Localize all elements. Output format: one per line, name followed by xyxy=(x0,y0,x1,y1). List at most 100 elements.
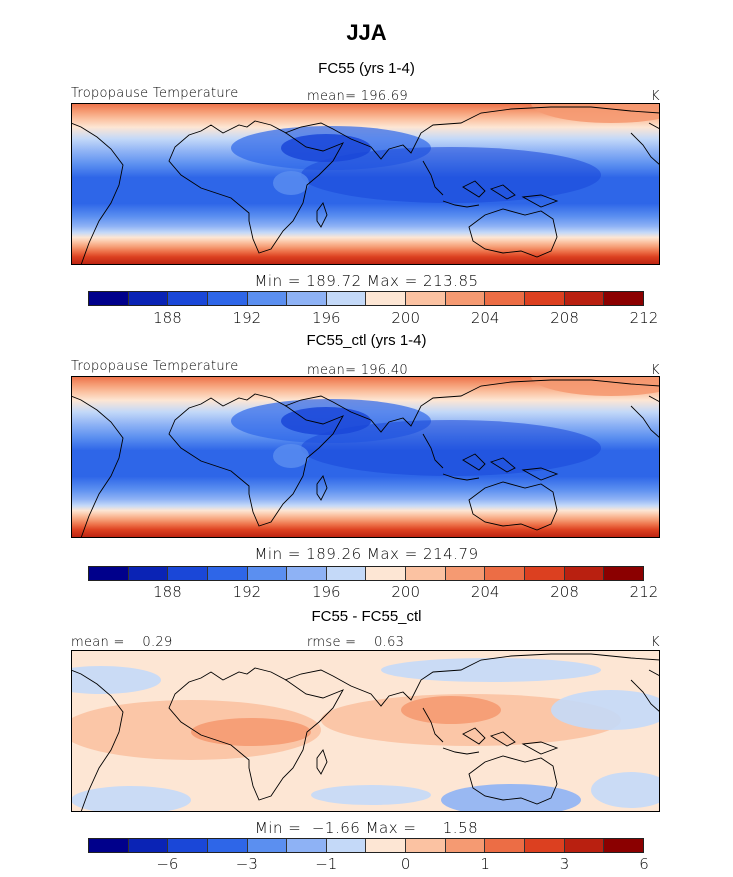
colorbar-swatch xyxy=(287,292,327,305)
colorbar-swatch xyxy=(485,567,526,580)
colorbar-swatch xyxy=(326,292,367,305)
colorbar-swatch xyxy=(128,839,169,852)
colorbar-swatch xyxy=(247,567,288,580)
colorbar-tick-label: 6 xyxy=(639,855,649,873)
map-frame xyxy=(71,103,660,265)
coastline xyxy=(630,679,660,713)
panel-1-units-label: K xyxy=(651,89,660,104)
coastline xyxy=(489,184,516,200)
colorbar-swatch xyxy=(287,567,327,580)
colorbar-swatch xyxy=(366,839,407,852)
coastline xyxy=(422,707,444,743)
colorbar-swatch xyxy=(406,567,446,580)
coastline xyxy=(462,727,486,745)
coastline xyxy=(648,395,660,403)
panel-2-units-label: K xyxy=(651,363,660,378)
colorbar-swatch xyxy=(168,292,208,305)
colorbar-swatch xyxy=(445,839,486,852)
coastline xyxy=(521,467,559,481)
colorbar-tick-label: 192 xyxy=(232,583,262,601)
coastline xyxy=(468,481,558,531)
coastline xyxy=(422,433,444,469)
colorbar-swatch xyxy=(207,292,248,305)
colorbar-swatch xyxy=(564,839,605,852)
warm-anomaly xyxy=(273,171,309,195)
colorbar-tick-label: 188 xyxy=(153,583,182,601)
cold-region xyxy=(301,147,601,203)
anomaly-region xyxy=(551,690,660,730)
colorbar-swatch xyxy=(604,292,643,305)
coastline xyxy=(521,741,559,755)
colorbar-swatch xyxy=(564,567,605,580)
coastline xyxy=(489,457,516,473)
coastline xyxy=(316,202,328,228)
colorbar-swatch xyxy=(525,839,565,852)
coastline xyxy=(489,731,516,747)
map-frame xyxy=(71,376,660,538)
coastline xyxy=(422,160,444,196)
panel-2-map xyxy=(71,376,660,538)
colorbar-tick-label: 204 xyxy=(470,583,500,601)
anomaly-region xyxy=(311,785,431,805)
coastline xyxy=(468,755,558,805)
colorbar-swatch xyxy=(485,292,526,305)
anomaly-region xyxy=(441,784,581,812)
panel-1-colorbar xyxy=(88,291,644,306)
colorbar-swatch xyxy=(564,292,605,305)
coastline xyxy=(462,180,486,198)
colorbar-tick-label: 212 xyxy=(629,309,659,327)
coastline xyxy=(462,453,486,471)
panel-2-variable-label: Tropopause Temperature xyxy=(71,359,239,374)
panel-3-colorbar-ticks: −6 −3 −1 0 1 3 6 xyxy=(88,855,648,873)
colorbar-tick-label: 212 xyxy=(629,583,659,601)
panel-1-title: FC55 (yrs 1-4) xyxy=(318,60,415,77)
colorbar-swatch xyxy=(89,567,129,580)
colorbar-tick-label: 192 xyxy=(232,309,262,327)
colorbar-tick-label: 1 xyxy=(480,855,490,873)
colorbar-swatch xyxy=(604,567,643,580)
colorbar-tick-label: 208 xyxy=(550,309,579,327)
coastline xyxy=(284,103,660,160)
figure-title: JJA xyxy=(346,20,387,45)
colorbar-swatch xyxy=(168,839,208,852)
panel-1-variable-label: Tropopause Temperature xyxy=(71,86,239,101)
panel-3-colorbar xyxy=(88,838,644,853)
colorbar-tick-label: 196 xyxy=(311,583,341,601)
warm-region xyxy=(531,376,660,396)
coastline xyxy=(284,650,660,707)
colorbar-tick-label: 188 xyxy=(153,309,182,327)
colorbar-swatch xyxy=(445,292,486,305)
colorbar-tick-label: −1 xyxy=(315,855,338,873)
colorbar-tick-label: −3 xyxy=(235,855,258,873)
coastline xyxy=(316,475,328,501)
coastline xyxy=(648,669,660,677)
colorbar-swatch xyxy=(406,839,446,852)
colorbar-tick-label: 3 xyxy=(559,855,570,873)
colorbar-swatch xyxy=(89,292,129,305)
colorbar-swatch xyxy=(366,567,407,580)
panel-3-rmse-label: rmse = 0.63 xyxy=(307,635,405,650)
colorbar-swatch xyxy=(525,292,565,305)
panel-2-stats: Min = 189.26 Max = 214.79 xyxy=(254,545,479,563)
panel-3-map xyxy=(71,650,660,812)
colorbar-tick-label: 200 xyxy=(391,583,421,601)
colorbar-tick-label: 204 xyxy=(470,309,500,327)
coastline xyxy=(630,405,660,439)
anomaly-region xyxy=(71,666,161,694)
coastline xyxy=(316,749,328,775)
panel-3-units-label: K xyxy=(651,635,660,650)
colorbar-swatch xyxy=(445,567,486,580)
coastline xyxy=(468,208,558,258)
colorbar-swatch xyxy=(326,839,367,852)
warm-region xyxy=(531,103,660,123)
coastline xyxy=(71,669,124,812)
panel-3-title: FC55 - FC55_ctl xyxy=(311,608,422,625)
coastline xyxy=(442,747,480,755)
anomaly-region xyxy=(381,658,601,682)
colorbar-swatch xyxy=(287,839,327,852)
anomaly-region xyxy=(71,786,191,812)
panel-1-map xyxy=(71,103,660,265)
panel-2-title: FC55_ctl (yrs 1-4) xyxy=(306,332,427,349)
map-frame xyxy=(71,650,660,812)
colorbar-swatch xyxy=(406,292,446,305)
